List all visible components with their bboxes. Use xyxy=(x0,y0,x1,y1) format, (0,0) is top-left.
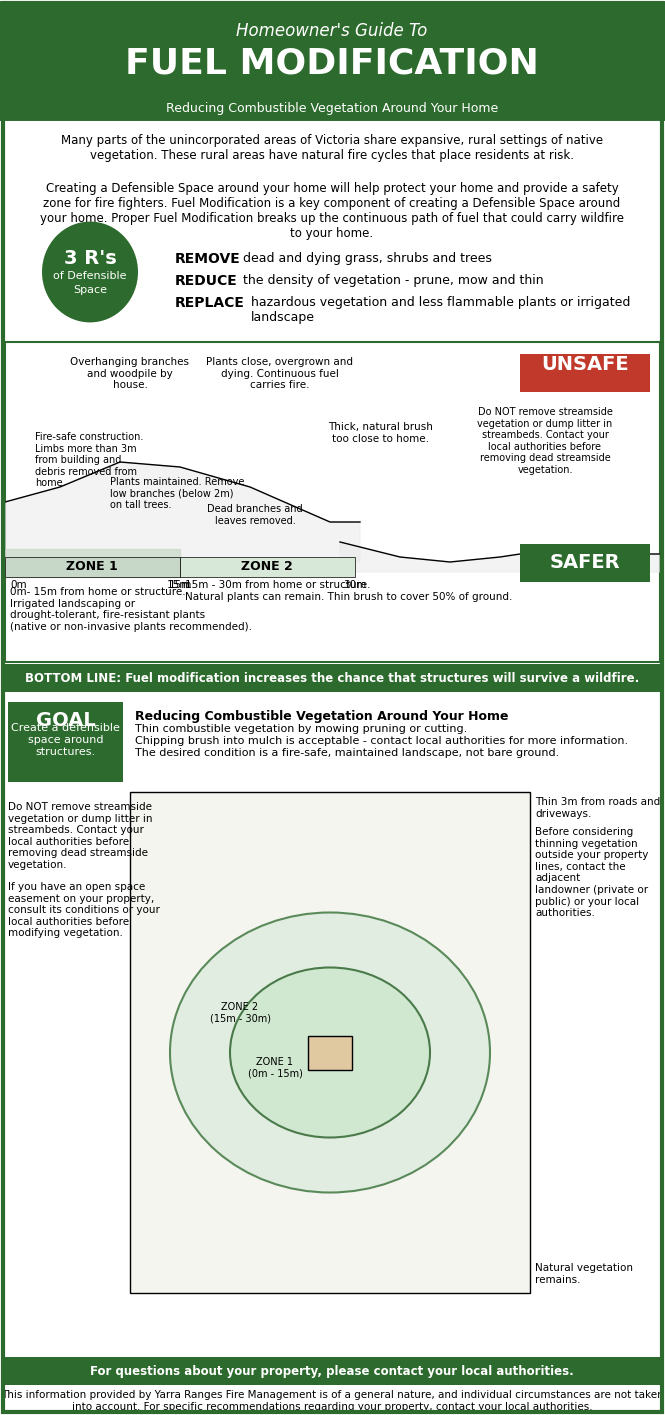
Text: dead and dying grass, shrubs and trees: dead and dying grass, shrubs and trees xyxy=(243,252,492,265)
Ellipse shape xyxy=(42,222,138,323)
FancyBboxPatch shape xyxy=(520,543,650,582)
FancyBboxPatch shape xyxy=(5,342,660,662)
FancyBboxPatch shape xyxy=(0,100,665,122)
Text: Thin 3m from roads and
driveways.: Thin 3m from roads and driveways. xyxy=(535,797,660,819)
Text: SAFER: SAFER xyxy=(550,553,620,573)
FancyBboxPatch shape xyxy=(0,0,665,100)
Text: BOTTOM LINE: Fuel modification increases the chance that structures will survive: BOTTOM LINE: Fuel modification increases… xyxy=(25,672,639,685)
Text: For questions about your property, please contact your local authorities.: For questions about your property, pleas… xyxy=(90,1364,574,1377)
Ellipse shape xyxy=(230,968,430,1138)
Text: 15m - 30m from home or structure.
Natural plants can remain. Thin brush to cover: 15m - 30m from home or structure. Natura… xyxy=(185,580,512,601)
Polygon shape xyxy=(340,542,660,572)
Text: Reducing Combustible Vegetation Around Your Home: Reducing Combustible Vegetation Around Y… xyxy=(135,710,509,723)
Text: Thin combustible vegetation by mowing pruning or cutting.: Thin combustible vegetation by mowing pr… xyxy=(135,724,467,734)
FancyBboxPatch shape xyxy=(180,558,355,577)
Text: Thick, natural brush
too close to home.: Thick, natural brush too close to home. xyxy=(328,422,432,443)
Text: ZONE 1: ZONE 1 xyxy=(66,560,118,573)
FancyBboxPatch shape xyxy=(130,792,530,1293)
Text: Natural vegetation
remains.: Natural vegetation remains. xyxy=(535,1264,633,1285)
Text: If you have an open space
easement on your property,
consult its conditions or y: If you have an open space easement on yo… xyxy=(8,882,160,938)
Text: Space: Space xyxy=(73,284,107,294)
Polygon shape xyxy=(5,549,180,577)
FancyBboxPatch shape xyxy=(5,558,180,577)
Text: of Defensible: of Defensible xyxy=(53,272,127,282)
Text: Homeowner's Guide To: Homeowner's Guide To xyxy=(236,23,428,40)
Polygon shape xyxy=(5,463,360,562)
Text: the density of vegetation - prune, mow and thin: the density of vegetation - prune, mow a… xyxy=(243,275,543,287)
Text: ZONE 2: ZONE 2 xyxy=(241,560,293,573)
Text: REDUCE: REDUCE xyxy=(175,275,238,289)
Text: Do NOT remove streamside
vegetation or dump litter in
streambeds. Contact your
l: Do NOT remove streamside vegetation or d… xyxy=(8,802,152,870)
Text: 3 R's: 3 R's xyxy=(64,249,116,267)
Text: This information provided by Yarra Ranges Fire Management is of a general nature: This information provided by Yarra Range… xyxy=(1,1390,664,1412)
FancyBboxPatch shape xyxy=(308,1036,352,1070)
Text: Reducing Combustible Vegetation Around Your Home: Reducing Combustible Vegetation Around Y… xyxy=(166,102,498,115)
FancyBboxPatch shape xyxy=(5,664,660,692)
Text: GOAL: GOAL xyxy=(36,710,95,730)
Text: Plants maintained. Remove
low branches (below 2m)
on tall trees.: Plants maintained. Remove low branches (… xyxy=(110,477,244,511)
Text: 0m: 0m xyxy=(10,580,27,590)
Text: Fire-safe construction.
Limbs more than 3m
from building and
debris removed from: Fire-safe construction. Limbs more than … xyxy=(35,432,144,488)
Text: 0m- 15m from home or structure.
Irrigated landscaping or
drought-tolerant, fire-: 0m- 15m from home or structure. Irrigate… xyxy=(10,587,252,633)
Text: Dead branches and
leaves removed.: Dead branches and leaves removed. xyxy=(207,504,303,525)
Text: 30m: 30m xyxy=(343,580,366,590)
Text: 15m: 15m xyxy=(166,580,190,590)
FancyBboxPatch shape xyxy=(520,354,650,392)
Text: UNSAFE: UNSAFE xyxy=(541,355,629,374)
FancyBboxPatch shape xyxy=(5,1357,660,1385)
Text: 15m: 15m xyxy=(168,580,192,590)
Text: REPLACE: REPLACE xyxy=(175,296,245,310)
Text: Create a defensible
space around
structures.: Create a defensible space around structu… xyxy=(11,723,120,757)
FancyBboxPatch shape xyxy=(8,702,123,782)
Text: FUEL MODIFICATION: FUEL MODIFICATION xyxy=(125,47,539,81)
Text: The desired condition is a fire-safe, maintained landscape, not bare ground.: The desired condition is a fire-safe, ma… xyxy=(135,749,559,758)
Text: Chipping brush into mulch is acceptable - contact local authorities for more inf: Chipping brush into mulch is acceptable … xyxy=(135,736,628,746)
Ellipse shape xyxy=(170,913,490,1193)
Text: Do NOT remove streamside
vegetation or dump litter in
streambeds. Contact your
l: Do NOT remove streamside vegetation or d… xyxy=(477,408,612,475)
Text: ZONE 2
(15m - 30m): ZONE 2 (15m - 30m) xyxy=(209,1002,271,1023)
Text: REMOVE: REMOVE xyxy=(175,252,241,266)
Text: Many parts of the unincorporated areas of Victoria share expansive, rural settin: Many parts of the unincorporated areas o… xyxy=(61,134,603,161)
Text: Before considering
thinning vegetation
outside your property
lines, contact the : Before considering thinning vegetation o… xyxy=(535,826,648,918)
Text: Overhanging branches
and woodpile by
house.: Overhanging branches and woodpile by hou… xyxy=(70,357,190,391)
Text: Plants close, overgrown and
dying. Continuous fuel
carries fire.: Plants close, overgrown and dying. Conti… xyxy=(207,357,354,391)
Text: ZONE 1
(0m - 15m): ZONE 1 (0m - 15m) xyxy=(247,1057,303,1078)
Text: hazardous vegetation and less flammable plants or irrigated
landscape: hazardous vegetation and less flammable … xyxy=(251,296,630,324)
Text: Creating a Defensible Space around your home will help protect your home and pro: Creating a Defensible Space around your … xyxy=(40,183,624,241)
